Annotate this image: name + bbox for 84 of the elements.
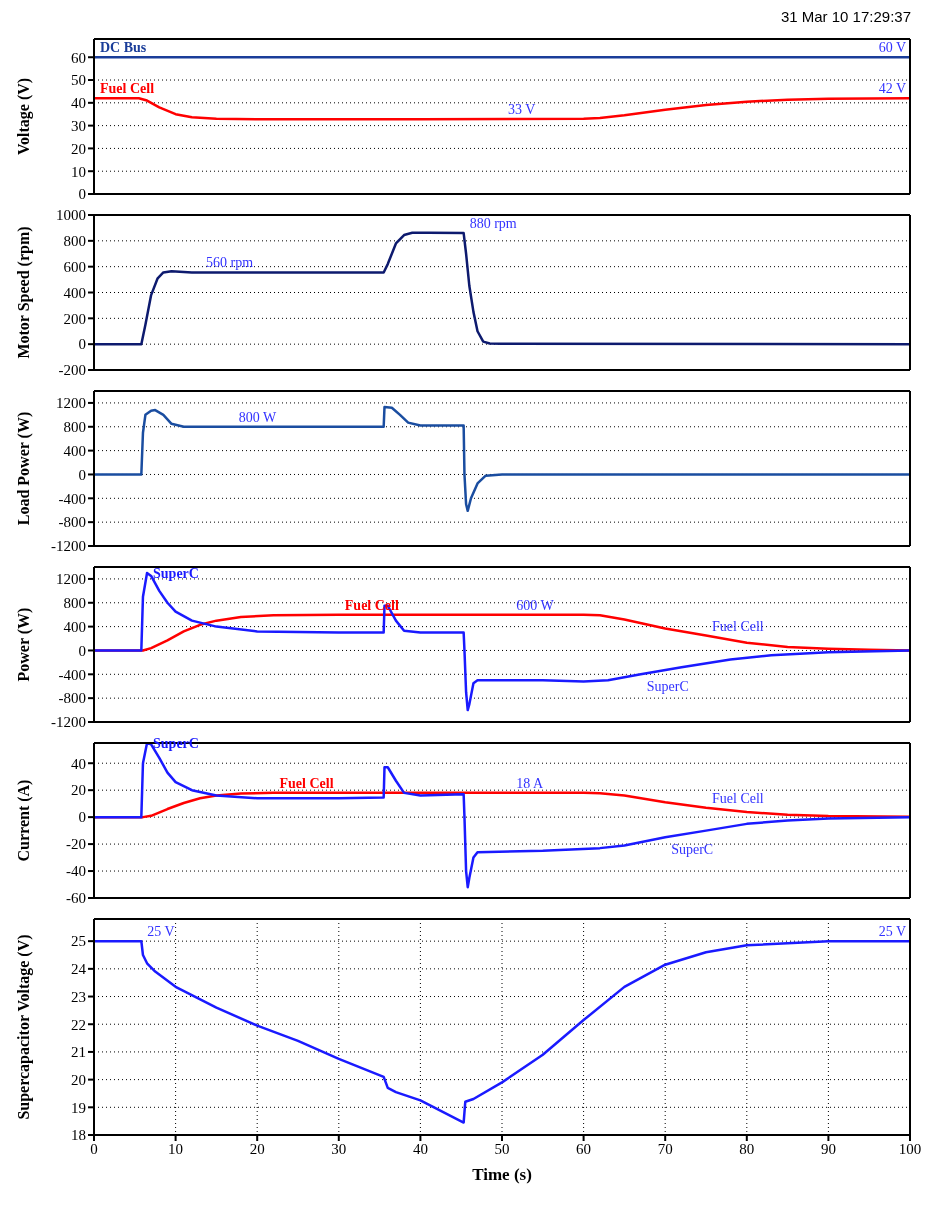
annotation: 560 rpm <box>206 255 254 271</box>
x-tick-label: 70 <box>657 1140 673 1157</box>
y-axis-title: Power (W) <box>14 607 33 682</box>
y-tick-label: 800 <box>63 595 86 612</box>
x-tick-label: 50 <box>494 1140 510 1157</box>
y-tick-label: 40 <box>71 95 86 112</box>
y-tick-label: 30 <box>71 117 86 134</box>
y-tick-label: -800 <box>58 690 86 707</box>
annotation: SuperC <box>646 679 689 695</box>
y-tick-label: 1200 <box>56 395 86 412</box>
annotation: Fuel Cell <box>712 790 764 806</box>
line-series <box>94 97 910 121</box>
y-axis-title: Motor Speed (rpm) <box>14 226 33 359</box>
annotation: 18 A <box>516 775 544 791</box>
y-axis-title: Load Power (W) <box>14 411 33 526</box>
y-tick-label: 24 <box>71 961 87 978</box>
annotation: 600 W <box>516 597 555 613</box>
y-tick-label: 19 <box>71 1099 86 1116</box>
y-tick-label: 400 <box>63 284 86 301</box>
y-axis-title: Voltage (V) <box>14 77 33 156</box>
x-tick-label: 0 <box>90 1140 98 1157</box>
text: 31 Mar 10 17:29:37 <box>780 8 911 25</box>
x-tick-label: 90 <box>820 1140 836 1157</box>
series-label: Fuel Cell <box>279 775 334 791</box>
y-tick-label: -400 <box>58 490 86 507</box>
y-tick-label: -20 <box>66 836 86 853</box>
line-series <box>94 405 910 513</box>
y-tick-label: 800 <box>63 419 86 436</box>
y-tick-label: -800 <box>58 514 86 531</box>
line-series <box>94 939 910 1124</box>
y-tick-label: 25 <box>71 933 86 950</box>
y-tick-label: 40 <box>71 755 86 772</box>
y-tick-label: -1200 <box>51 538 86 555</box>
series-label: Fuel Cell <box>344 597 399 613</box>
y-tick-label: 1200 <box>56 571 86 588</box>
y-axis-title: Current (A) <box>14 779 33 862</box>
annotation: 42 V <box>878 81 906 97</box>
y-tick-label: -200 <box>58 362 86 379</box>
y-axis-title: Supercapacitor Voltage (V) <box>14 934 33 1120</box>
annotation: Fuel Cell <box>712 618 764 634</box>
annotation: SuperC <box>671 842 714 858</box>
y-tick-label: 0 <box>78 642 86 659</box>
x-tick-label: 60 <box>576 1140 592 1157</box>
y-tick-label: 60 <box>71 49 86 66</box>
line-series <box>94 231 910 346</box>
x-tick-label: 100 <box>898 1140 922 1157</box>
annotation: 25 V <box>878 924 906 940</box>
y-tick-label: 18 <box>71 1127 86 1144</box>
y-tick-label: -400 <box>58 666 86 683</box>
y-tick-label: -60 <box>66 890 86 907</box>
x-axis-title: Time (s) <box>472 1165 532 1184</box>
y-tick-label: 800 <box>63 233 86 250</box>
y-tick-label: 0 <box>78 466 86 483</box>
y-tick-label: 0 <box>78 336 86 353</box>
y-tick-label: 20 <box>71 140 86 157</box>
x-tick-label: 80 <box>739 1140 755 1157</box>
series-label: Fuel Cell <box>100 81 155 97</box>
y-tick-label: 0 <box>78 809 86 826</box>
y-tick-label: 23 <box>71 988 86 1005</box>
x-tick-label: 20 <box>249 1140 265 1157</box>
y-tick-label: 10 <box>71 163 86 180</box>
y-tick-label: 600 <box>63 258 86 275</box>
y-tick-label: 20 <box>71 782 86 799</box>
x-tick-label: 40 <box>412 1140 428 1157</box>
annotation: 880 rpm <box>469 216 517 232</box>
y-tick-label: 400 <box>63 618 86 635</box>
y-tick-label: 22 <box>71 1016 86 1033</box>
annotation: 25 V <box>147 924 175 940</box>
x-tick-label: 30 <box>331 1140 347 1157</box>
annotation: 33 V <box>508 101 536 117</box>
y-tick-label: 400 <box>63 442 86 459</box>
y-tick-label: 200 <box>63 310 86 327</box>
series-label: SuperC <box>153 565 199 581</box>
y-tick-label: -1200 <box>51 714 86 731</box>
annotation: 60 V <box>878 40 906 56</box>
series-label: DC Bus <box>100 40 147 56</box>
y-tick-label: 21 <box>71 1044 86 1061</box>
x-tick-label: 10 <box>168 1140 184 1157</box>
annotation: 800 W <box>238 409 277 425</box>
y-tick-label: 1000 <box>56 207 86 224</box>
y-tick-label: -40 <box>66 863 86 880</box>
y-tick-label: 0 <box>78 186 86 203</box>
y-tick-label: 50 <box>71 72 86 89</box>
y-tick-label: 20 <box>71 1071 86 1088</box>
